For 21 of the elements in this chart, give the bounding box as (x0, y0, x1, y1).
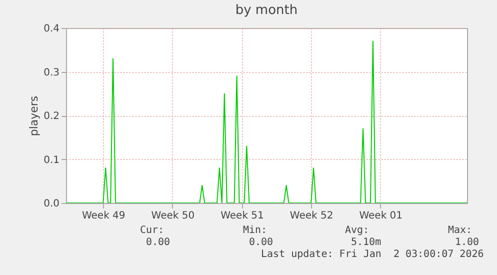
text: Cur: (140, 225, 164, 236)
text: 0.00 (146, 237, 170, 248)
y-tick-label: 0.2 (44, 111, 60, 122)
x-tick-label: Week 52 (290, 210, 334, 222)
y-tick-label: 0.0 (44, 198, 60, 210)
text: Max: (448, 225, 472, 236)
text: 0.00 (249, 237, 274, 248)
text: Last update: Fri Jan 2 03:00:07 2026 (261, 249, 484, 260)
x-tick-label: Week 50 (151, 210, 195, 222)
x-tick-label: Week 49 (82, 210, 126, 222)
chart-title: by month (235, 3, 298, 18)
text: Min: (243, 225, 268, 236)
text: Avg: (345, 225, 370, 236)
y-axis-title: players (28, 96, 41, 136)
x-tick-label: Week 01 (359, 210, 403, 222)
x-tick-label: Week 51 (220, 210, 264, 222)
y-tick-label: 0.4 (44, 24, 60, 34)
text: 5.10m (351, 237, 382, 248)
y-tick-label: 0.1 (44, 154, 60, 166)
y-tick-label: 0.3 (44, 67, 60, 78)
text: 1.00 (455, 237, 480, 248)
